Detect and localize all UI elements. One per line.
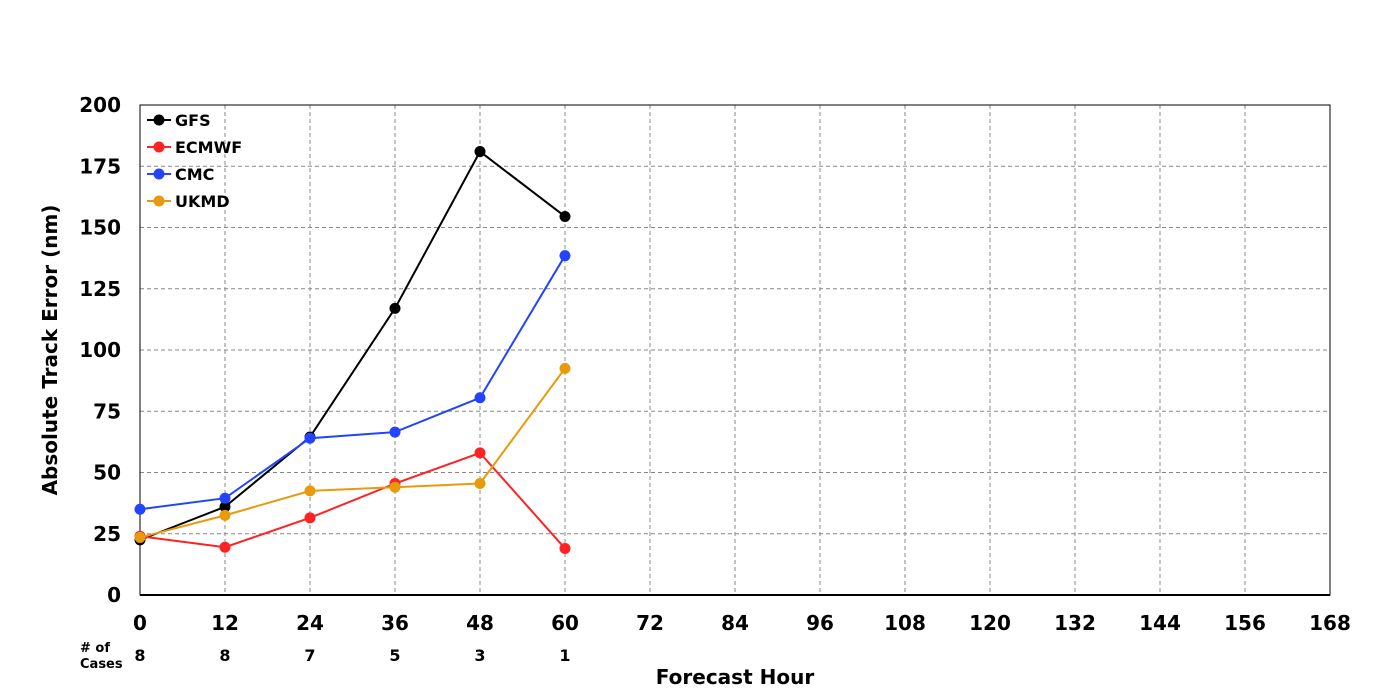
x-tick-label: 168 — [1309, 611, 1351, 635]
x-tick-label: 24 — [296, 611, 324, 635]
data-point — [389, 302, 401, 314]
cases-count: 5 — [389, 646, 400, 665]
cases-count: 1 — [559, 646, 570, 665]
y-tick-label: 50 — [93, 461, 121, 485]
x-tick-labels: 0 12 24 36 48 60 72 84 96 108 120 132 144 156 168 — [133, 611, 1351, 635]
cases-count: 7 — [304, 646, 315, 665]
legend-swatch-marker — [153, 195, 165, 207]
data-point — [304, 485, 316, 497]
data-point — [134, 503, 146, 515]
data-point — [389, 481, 401, 493]
y-axis-title: Absolute Track Error (nm) — [38, 205, 62, 496]
y-tick-label: 0 — [107, 583, 121, 607]
y-tick-label: 200 — [79, 93, 121, 117]
series-line — [139, 255, 566, 511]
x-tick-label: 84 — [721, 611, 749, 635]
x-tick-label: 96 — [806, 611, 834, 635]
data-point — [559, 210, 571, 222]
x-tick-label: 144 — [1139, 611, 1181, 635]
grid — [140, 105, 1330, 595]
legend-label: UKMD — [175, 192, 230, 211]
y-tick-label: 175 — [79, 154, 121, 178]
legend-item-cmc[interactable]: CMC — [147, 165, 214, 184]
data-point — [134, 531, 146, 543]
legend-swatch-marker — [153, 168, 165, 180]
x-tick-label: 60 — [551, 611, 579, 635]
series-line — [139, 367, 566, 539]
data-point — [389, 426, 401, 438]
legend-label: GFS — [175, 111, 211, 130]
data-point — [304, 512, 316, 524]
series-line — [139, 150, 566, 541]
series-ukmd — [134, 362, 571, 543]
x-tick-label: 12 — [211, 611, 239, 635]
data-point — [474, 447, 486, 459]
data-point — [304, 432, 316, 444]
legend-swatch-marker — [153, 114, 165, 126]
data-point — [219, 492, 231, 504]
data-point — [219, 541, 231, 553]
data-point — [474, 392, 486, 404]
y-tick-label: 150 — [79, 216, 121, 240]
x-axis-title: Forecast Hour — [656, 665, 815, 689]
series-line — [139, 451, 566, 550]
cases-label-line1: # of — [80, 641, 110, 656]
data-point — [559, 362, 571, 374]
data-point — [474, 146, 486, 158]
data-point — [474, 478, 486, 490]
x-tick-label: 72 — [636, 611, 664, 635]
data-point — [219, 501, 231, 513]
x-tick-label: 48 — [466, 611, 494, 635]
legend-swatch-marker — [153, 141, 165, 153]
legend[interactable]: GFS ECMWF CMC UKMD — [147, 111, 242, 211]
legend-item-ecmwf[interactable]: ECMWF — [147, 138, 242, 157]
x-tick-label: 132 — [1054, 611, 1096, 635]
legend-item-ukmd[interactable]: UKMD — [147, 192, 230, 211]
x-tick-label: 108 — [884, 611, 926, 635]
y-tick-label: 125 — [79, 277, 121, 301]
cases-count: 8 — [134, 646, 145, 665]
legend-label: CMC — [175, 165, 214, 184]
cases-count: 8 — [219, 646, 230, 665]
x-tick-label: 120 — [969, 611, 1011, 635]
x-tick-label: 36 — [381, 611, 409, 635]
y-tick-label: 25 — [93, 522, 121, 546]
data-point — [559, 542, 571, 554]
series-cmc — [134, 250, 571, 515]
cases-count: 3 — [474, 646, 485, 665]
x-tick-label: 156 — [1224, 611, 1266, 635]
cases-row: # of Cases 8 8 7 5 3 1 — [80, 641, 571, 672]
y-tick-labels: 0 25 50 75 100 125 150 175 200 — [79, 93, 121, 607]
y-tick-label: 75 — [93, 399, 121, 423]
legend-item-gfs[interactable]: GFS — [147, 111, 211, 130]
series — [134, 146, 571, 554]
y-tick-label: 100 — [79, 338, 121, 362]
data-point — [559, 250, 571, 262]
data-point — [219, 509, 231, 521]
cases-label-line2: Cases — [80, 657, 123, 672]
x-tick-label: 0 — [133, 611, 147, 635]
legend-label: ECMWF — [175, 138, 242, 157]
